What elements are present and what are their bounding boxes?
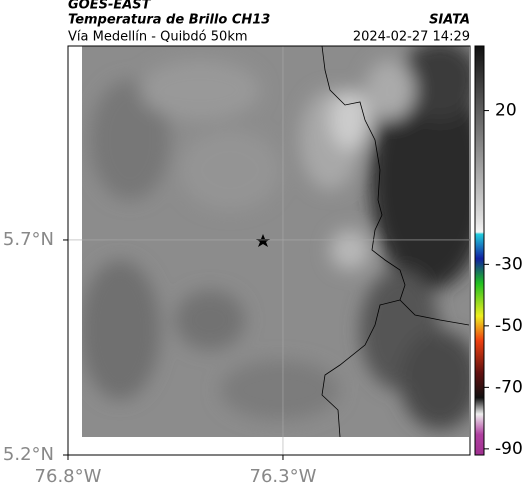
product-title: Temperatura de Brillo CH13 <box>68 13 270 28</box>
source-label: SIATA <box>429 13 470 28</box>
colorbar-tick-label: -90 <box>495 439 523 459</box>
map-frame <box>67 45 471 456</box>
timestamp: 2024-02-27 14:29 <box>353 30 470 45</box>
region-label: Vía Medellín - Quibdó 50km <box>68 30 248 45</box>
satellite-name: GOES-EAST <box>68 0 152 13</box>
location-marker <box>256 234 270 247</box>
colorbar-tick-label: -30 <box>495 254 523 274</box>
satellite-image <box>82 46 469 437</box>
x-tick-label: 76.8°W <box>35 466 102 487</box>
colorbar-tick-label: 20 <box>495 101 517 121</box>
y-tick-label: 5.2°N <box>3 444 54 465</box>
colorbar-tick-label: -50 <box>495 316 523 336</box>
x-tick-label: 76.3°W <box>250 466 317 487</box>
colorbar <box>474 45 485 456</box>
y-tick-label: 5.7°N <box>3 229 54 250</box>
colorbar-tick-label: -70 <box>495 377 523 397</box>
